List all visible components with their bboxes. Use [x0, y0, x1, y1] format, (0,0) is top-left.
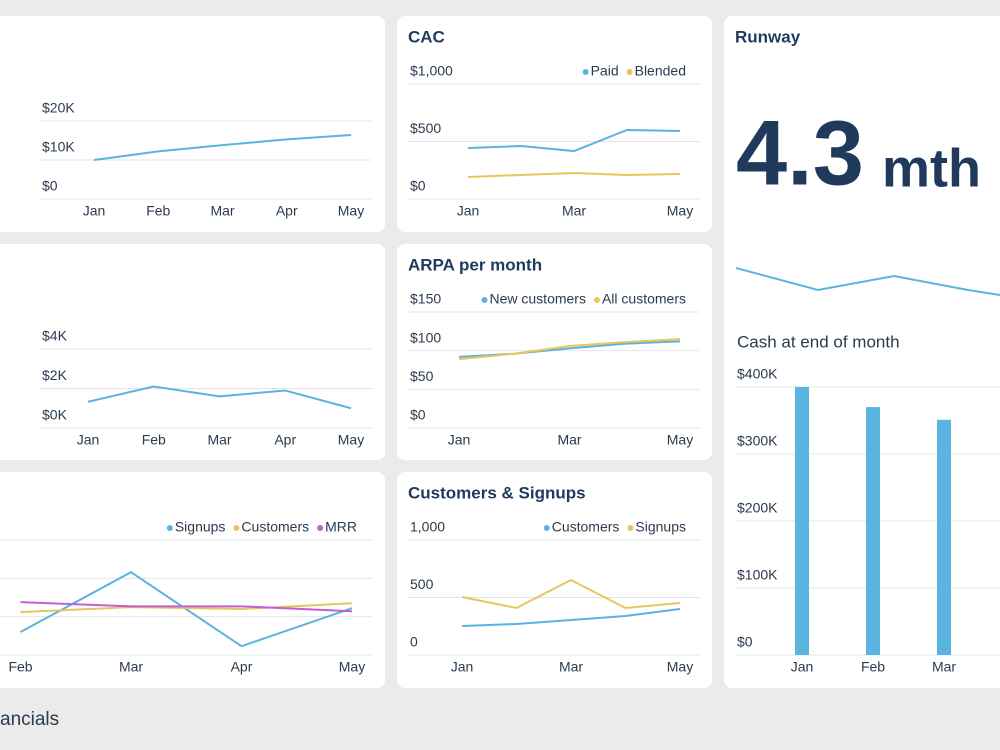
y-tick-label: $4K: [42, 328, 68, 344]
chart-title: Customers & Signups: [408, 483, 586, 502]
x-tick-label: Mar: [932, 659, 956, 675]
legend-label: Signups: [635, 519, 686, 535]
y-tick-label: $50: [410, 368, 434, 384]
x-tick-label: Apr: [231, 659, 253, 675]
x-tick-label: May: [339, 659, 365, 675]
bar: [866, 407, 880, 655]
x-tick-label: Apr: [274, 432, 296, 448]
x-tick-label: May: [667, 203, 693, 219]
line: [87, 385, 352, 410]
legend-label: New customers: [490, 291, 586, 307]
x-tick-label: Feb: [861, 659, 885, 675]
x-tick-label: Jan: [791, 659, 814, 675]
legend-marker: [166, 525, 173, 531]
legend-marker: [627, 525, 634, 531]
chart-title: Cash at end of month: [737, 332, 900, 351]
x-tick-label: Jan: [77, 432, 100, 448]
line: [20, 602, 353, 614]
y-tick-label: $10K: [42, 139, 75, 155]
legend-label: Blended: [635, 63, 686, 79]
x-tick-label: Mar: [207, 432, 231, 448]
y-tick-label: $0: [737, 634, 753, 650]
x-tick-label: Jan: [83, 203, 106, 219]
y-tick-label: $1,000: [410, 63, 453, 79]
legend-label: Customers: [241, 519, 309, 535]
x-tick-label: Mar: [119, 659, 143, 675]
panel: [724, 16, 1000, 688]
line: [461, 608, 681, 628]
section-heading: ancials: [0, 709, 59, 730]
x-tick-label: Mar: [557, 432, 581, 448]
y-tick-label: $200K: [737, 500, 778, 516]
y-tick-label: 500: [410, 576, 434, 592]
y-tick-label: $0K: [42, 407, 68, 423]
legend-marker: [626, 69, 633, 75]
line: [93, 134, 352, 161]
panel: [397, 244, 712, 460]
y-tick-label: $150: [410, 291, 441, 307]
y-tick-label: 0: [410, 634, 418, 650]
panel: [0, 16, 385, 232]
x-tick-label: May: [338, 203, 364, 219]
x-tick-label: May: [667, 659, 693, 675]
y-tick-label: $0: [410, 407, 426, 423]
line: [458, 338, 681, 361]
legend-label: MRR: [325, 519, 357, 535]
legend-marker: [317, 525, 324, 531]
panel: [397, 16, 712, 232]
x-tick-label: Mar: [562, 203, 586, 219]
y-tick-label: $0: [410, 178, 426, 194]
panel: [397, 472, 712, 688]
legend-marker: [481, 297, 488, 303]
line: [467, 172, 681, 179]
chart-title: ARPA per month: [408, 255, 542, 274]
y-tick-label: $300K: [737, 433, 778, 449]
y-tick-label: $400K: [737, 366, 778, 382]
x-tick-label: May: [667, 432, 693, 448]
panel: [0, 472, 385, 688]
x-tick-label: May: [338, 432, 364, 448]
line: [467, 128, 681, 153]
x-tick-label: Jan: [451, 659, 474, 675]
x-tick-label: Jan: [448, 432, 471, 448]
legend-marker: [233, 525, 240, 531]
line: [20, 601, 353, 613]
y-tick-label: $0: [42, 178, 58, 194]
line: [461, 578, 681, 610]
legend-marker: [593, 297, 600, 303]
y-tick-label: $500: [410, 120, 441, 136]
x-tick-label: Feb: [146, 203, 170, 219]
y-tick-label: $20K: [42, 100, 75, 116]
runway-value: 4.3: [736, 102, 864, 204]
panel: [0, 244, 385, 460]
x-tick-label: Feb: [8, 659, 32, 675]
x-tick-label: Apr: [276, 203, 298, 219]
runway-sparkline: [735, 267, 1000, 296]
x-tick-label: Feb: [142, 432, 166, 448]
x-tick-label: Mar: [210, 203, 234, 219]
y-tick-label: $100: [410, 329, 441, 345]
line: [20, 571, 353, 648]
legend-label: All customers: [602, 291, 686, 307]
legend-marker: [582, 69, 589, 75]
runway-unit: mth: [882, 138, 981, 198]
legend-label: Customers: [552, 519, 620, 535]
y-tick-label: $100K: [737, 567, 778, 583]
runway-title: Runway: [735, 27, 801, 46]
y-tick-label: $2K: [42, 367, 68, 383]
bar: [937, 419, 951, 655]
x-tick-label: Jan: [457, 203, 480, 219]
y-tick-label: 1,000: [410, 519, 445, 535]
x-tick-label: Mar: [559, 659, 583, 675]
legend-marker: [543, 525, 550, 531]
chart-title: CAC: [408, 27, 445, 46]
bar: [795, 387, 809, 655]
legend-label: Signups: [175, 519, 226, 535]
legend-label: Paid: [591, 63, 619, 79]
